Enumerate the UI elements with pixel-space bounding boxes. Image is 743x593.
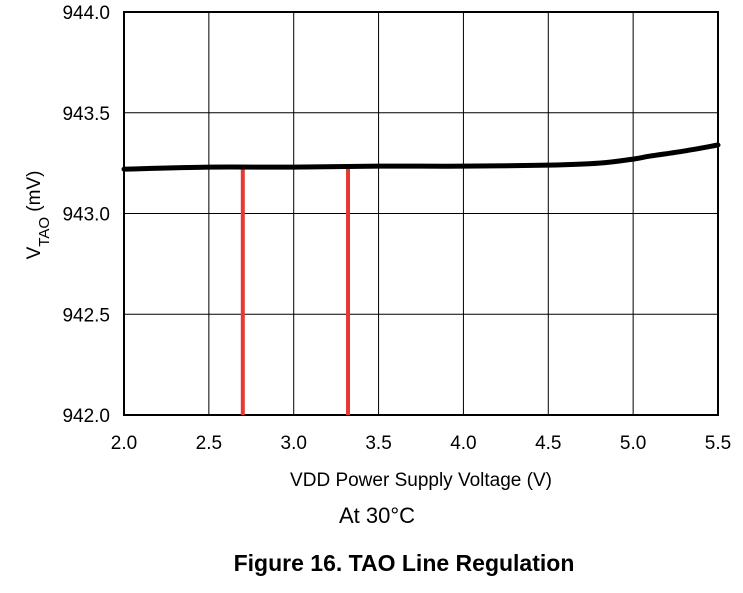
y-tick-label: 942.0 [62,406,110,427]
x-tick-label: 2.0 [111,433,137,454]
y-axis-label: VTAO (mV) [24,171,53,260]
x-tick-label: 5.0 [620,433,646,454]
marker-lines [240,167,351,415]
horizontal-gridlines [124,112,718,315]
series-group [121,142,721,172]
y-tick-label: 943.0 [62,205,110,226]
x-tick-label: 4.5 [535,433,561,454]
y-tick-label: 942.5 [62,305,110,326]
series-line [121,142,721,172]
x-axis-label: VDD Power Supply Voltage (V) [290,470,552,491]
y-tick-label: 943.5 [62,104,110,125]
y-tick-label: 944.0 [62,3,110,24]
figure-caption: Figure 16. TAO Line Regulation [234,550,575,576]
plot-frame [123,11,719,416]
x-tick-labels: 2.0 2.5 3.0 3.5 4.0 4.5 5.0 5.5 [111,433,731,454]
x-tick-label: 3.0 [281,433,307,454]
condition-label: At 30°C [339,503,415,528]
x-tick-label: 3.5 [365,433,391,454]
x-tick-label: 5.5 [705,433,731,454]
x-tick-label: 4.0 [450,433,476,454]
x-tick-label: 2.5 [196,433,222,454]
y-tick-labels: 944.0 943.5 943.0 942.5 942.0 [62,3,110,427]
